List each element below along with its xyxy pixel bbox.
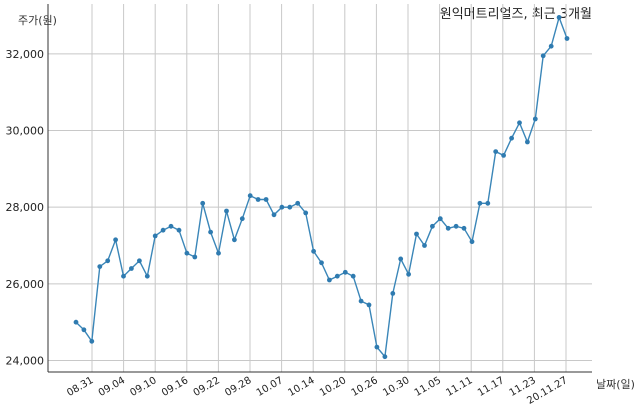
data-point bbox=[374, 344, 380, 350]
series-line bbox=[75, 15, 568, 359]
data-point bbox=[208, 229, 214, 235]
data-point bbox=[493, 149, 499, 155]
data-point bbox=[152, 233, 158, 239]
data-point bbox=[453, 223, 459, 229]
data-point bbox=[247, 193, 253, 199]
data-point bbox=[437, 216, 443, 222]
data-point bbox=[73, 319, 79, 325]
data-point bbox=[517, 120, 522, 126]
data-point bbox=[358, 298, 364, 304]
axes bbox=[47, 4, 592, 373]
data-point bbox=[192, 254, 198, 260]
y-tick-label: 28,000 bbox=[6, 201, 45, 214]
data-point bbox=[255, 197, 261, 202]
x-tick-label: 11.05 bbox=[413, 375, 443, 399]
chart-title: 원익머트리얼즈, 최근 3개월 bbox=[440, 7, 592, 22]
x-tick-label: 09.28 bbox=[223, 375, 253, 399]
data-point bbox=[271, 212, 277, 218]
data-point bbox=[556, 15, 562, 20]
data-point bbox=[160, 227, 166, 233]
data-point bbox=[295, 200, 301, 206]
data-point bbox=[461, 225, 467, 231]
data-point bbox=[97, 264, 103, 269]
y-tick-label: 26,000 bbox=[6, 278, 45, 291]
data-point bbox=[279, 204, 285, 210]
data-point bbox=[398, 256, 404, 262]
data-point bbox=[540, 53, 546, 59]
data-point bbox=[509, 135, 514, 141]
series-0 bbox=[73, 15, 570, 360]
x-tick-label: 11.17 bbox=[476, 375, 506, 399]
x-ticks: 08.31 09.04 09.10 09.16 09.22 09.28 10.07 10.14… bbox=[65, 375, 569, 407]
x-tick-label: 10.14 bbox=[286, 375, 316, 399]
data-point bbox=[81, 327, 87, 333]
data-point bbox=[232, 237, 237, 243]
x-axis-label: 날짜(일) bbox=[596, 377, 635, 391]
data-point bbox=[200, 200, 206, 206]
x-tick-label: 10.07 bbox=[255, 375, 285, 399]
data-point bbox=[422, 243, 427, 248]
data-point bbox=[168, 223, 174, 229]
data-point bbox=[501, 153, 506, 158]
x-tick-label: 09.16 bbox=[160, 375, 190, 399]
data-point bbox=[239, 216, 245, 222]
x-tick-label: 10.26 bbox=[350, 375, 380, 399]
data-point bbox=[548, 43, 554, 49]
y-tick-label: 30,000 bbox=[6, 125, 45, 138]
y-tick-label: 32,000 bbox=[6, 48, 45, 61]
data-point bbox=[137, 258, 142, 264]
x-tick-label: 10.20 bbox=[318, 375, 348, 399]
y-tick-label: 24,000 bbox=[6, 355, 45, 368]
data-point bbox=[319, 260, 324, 266]
data-point bbox=[366, 302, 372, 308]
data-point bbox=[525, 139, 530, 145]
data-point bbox=[477, 200, 483, 206]
data-point bbox=[327, 277, 332, 283]
data-point bbox=[129, 266, 134, 271]
data-point bbox=[144, 273, 150, 279]
x-tick-label: 10.30 bbox=[381, 375, 411, 399]
data-point bbox=[176, 227, 182, 233]
data-point bbox=[390, 291, 396, 296]
x-tick-label: 09.10 bbox=[128, 375, 158, 399]
data-point bbox=[445, 225, 451, 231]
x-tick-label: 11.11 bbox=[444, 375, 474, 399]
data-point bbox=[564, 36, 570, 41]
x-tick-label: 08.31 bbox=[65, 375, 95, 399]
data-point bbox=[105, 258, 111, 264]
data-point bbox=[382, 354, 388, 360]
data-point bbox=[311, 248, 316, 254]
x-tick-label: 09.04 bbox=[97, 375, 127, 399]
data-point bbox=[263, 197, 269, 202]
data-point bbox=[532, 116, 538, 122]
data-point bbox=[334, 273, 340, 279]
data-point bbox=[113, 237, 118, 243]
data-point bbox=[414, 231, 419, 237]
data-point bbox=[121, 273, 126, 279]
data-point bbox=[350, 273, 356, 279]
y-ticks: 24,000 26,000 28,000 30,000 32,000 bbox=[6, 48, 45, 368]
data-point bbox=[184, 250, 190, 256]
data-point bbox=[216, 250, 221, 256]
data-point bbox=[303, 210, 309, 216]
data-point bbox=[406, 271, 411, 277]
x-tick-label: 09.22 bbox=[192, 375, 222, 399]
grid bbox=[48, 4, 592, 372]
data-point bbox=[89, 338, 95, 344]
y-axis-label: 주가(원) bbox=[18, 14, 57, 27]
data-point bbox=[430, 223, 435, 229]
data-point bbox=[469, 239, 475, 245]
data-point bbox=[485, 200, 491, 206]
data-point bbox=[224, 208, 229, 214]
data-point bbox=[342, 269, 348, 275]
data-point bbox=[287, 204, 293, 210]
